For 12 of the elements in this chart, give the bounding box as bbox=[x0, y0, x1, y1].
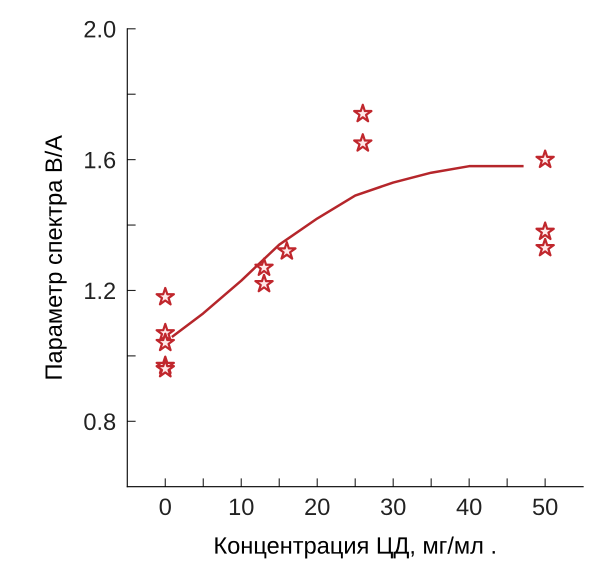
y-axis-title: Параметр спектра B/A bbox=[44, 135, 67, 379]
x-tick-label: 40 bbox=[456, 498, 482, 516]
y-tick-label: 1.6 bbox=[85, 152, 116, 168]
x-tick-label: 30 bbox=[380, 498, 406, 516]
y-tick-label: 2.0 bbox=[84, 20, 116, 38]
y-tick-label: 1.2 bbox=[85, 282, 115, 300]
y-tick-label: 0.8 bbox=[84, 413, 116, 430]
x-tick-label: 10 bbox=[230, 498, 254, 516]
x-axis-title: Концентрация ЦД, мг/мл . bbox=[215, 536, 495, 559]
x-tick-label: 20 bbox=[305, 498, 330, 516]
x-tick-label: 50 bbox=[532, 498, 558, 516]
x-tick-label: 0 bbox=[160, 498, 171, 516]
